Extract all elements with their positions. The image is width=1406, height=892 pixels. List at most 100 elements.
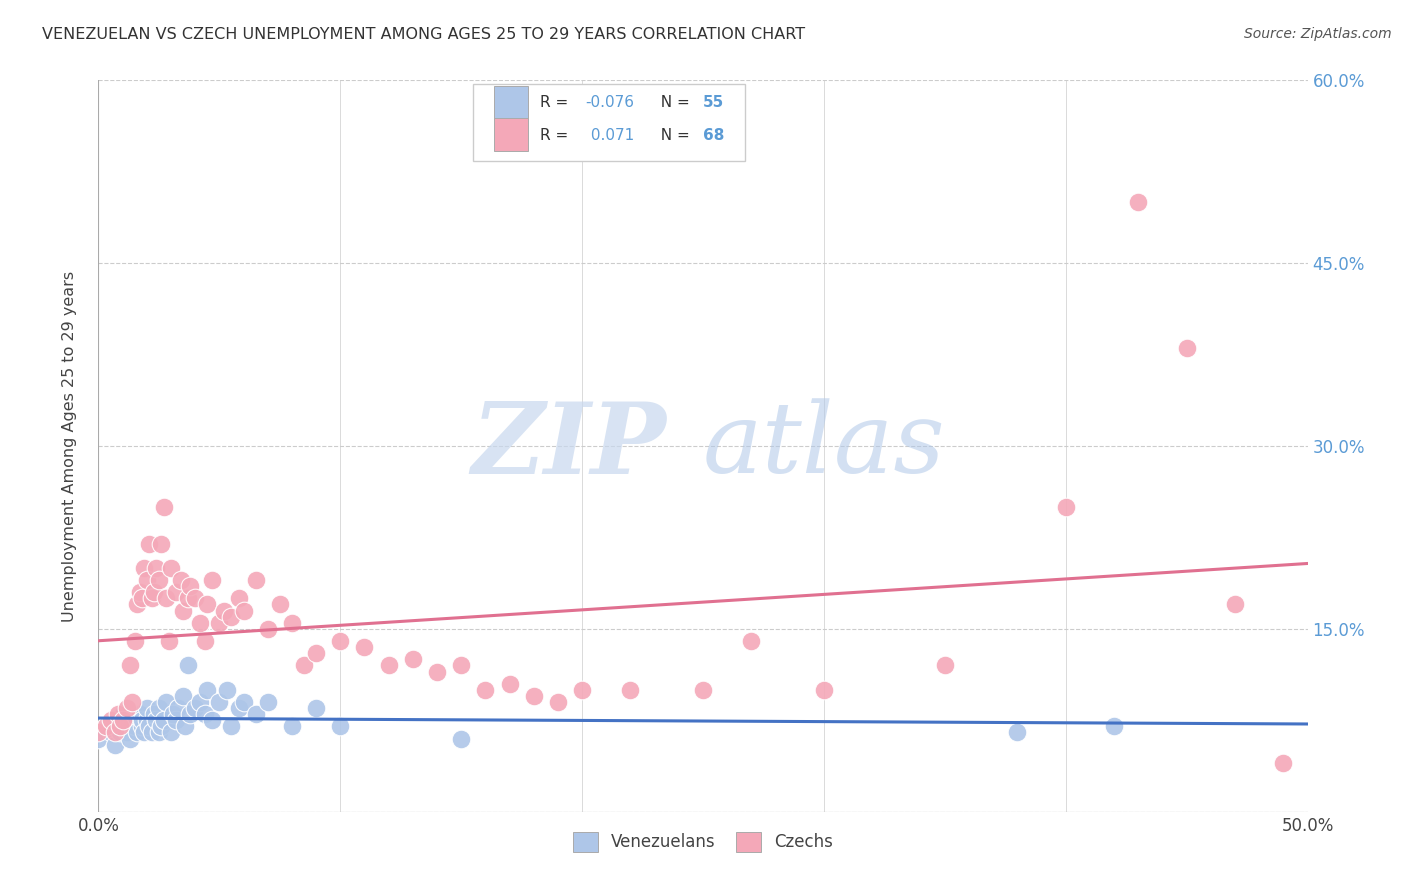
FancyBboxPatch shape	[494, 119, 527, 152]
Point	[498, 676, 520, 690]
Point	[117, 701, 139, 715]
Point	[692, 682, 714, 697]
Point	[128, 707, 150, 722]
Point	[179, 579, 201, 593]
Point	[128, 585, 150, 599]
Point	[450, 658, 472, 673]
Point	[145, 714, 167, 728]
Point	[1054, 500, 1077, 514]
Point	[135, 714, 157, 728]
Point	[118, 731, 141, 746]
Point	[1272, 756, 1295, 770]
Point	[160, 561, 183, 575]
Point	[124, 634, 146, 648]
Point	[232, 603, 254, 617]
Point	[165, 714, 187, 728]
Point	[523, 689, 546, 703]
Point	[148, 725, 170, 739]
Point	[184, 701, 207, 715]
Point	[138, 719, 160, 733]
Point	[143, 707, 166, 722]
Point	[215, 682, 238, 697]
Point	[155, 695, 177, 709]
Point	[208, 695, 231, 709]
Point	[195, 598, 218, 612]
Text: -0.076: -0.076	[586, 95, 634, 111]
Point	[547, 695, 569, 709]
Point	[150, 719, 173, 733]
Point	[150, 536, 173, 550]
Point	[134, 561, 156, 575]
Point	[329, 719, 352, 733]
Point	[107, 719, 129, 733]
Point	[426, 665, 449, 679]
Text: ZIP: ZIP	[472, 398, 666, 494]
Point	[131, 591, 153, 606]
Point	[329, 634, 352, 648]
Point	[177, 591, 200, 606]
Point	[104, 738, 127, 752]
Point	[111, 714, 134, 728]
Point	[131, 714, 153, 728]
Point	[245, 573, 267, 587]
Point	[124, 714, 146, 728]
Point	[402, 652, 425, 666]
Y-axis label: Unemployment Among Ages 25 to 29 years: Unemployment Among Ages 25 to 29 years	[62, 270, 77, 622]
Point	[127, 725, 149, 739]
Point	[1102, 719, 1125, 733]
Point	[108, 719, 131, 733]
Point	[87, 725, 110, 739]
Point	[1223, 598, 1246, 612]
Point	[188, 695, 211, 709]
Point	[145, 561, 167, 575]
Point	[195, 682, 218, 697]
Point	[232, 695, 254, 709]
Point	[934, 658, 956, 673]
Point	[184, 591, 207, 606]
Text: 0.071: 0.071	[586, 128, 634, 143]
Point	[135, 701, 157, 715]
Point	[135, 573, 157, 587]
Point	[127, 598, 149, 612]
Point	[256, 622, 278, 636]
Text: atlas: atlas	[703, 399, 946, 493]
Point	[138, 536, 160, 550]
Text: N =: N =	[651, 95, 695, 111]
Point	[172, 689, 194, 703]
Point	[148, 701, 170, 715]
Point	[212, 603, 235, 617]
Point	[134, 725, 156, 739]
Point	[121, 714, 143, 728]
Point	[160, 725, 183, 739]
Point	[141, 725, 163, 739]
Point	[169, 573, 191, 587]
Point	[111, 719, 134, 733]
Point	[172, 603, 194, 617]
Point	[87, 731, 110, 746]
Text: R =: R =	[540, 128, 578, 143]
Point	[111, 707, 134, 722]
Point	[174, 719, 197, 733]
Point	[208, 615, 231, 630]
Point	[155, 591, 177, 606]
Point	[141, 591, 163, 606]
FancyBboxPatch shape	[494, 87, 527, 119]
FancyBboxPatch shape	[474, 84, 745, 161]
Point	[111, 714, 134, 728]
Text: N =: N =	[651, 128, 695, 143]
Point	[813, 682, 835, 697]
Point	[143, 585, 166, 599]
Point	[353, 640, 375, 655]
Point	[104, 725, 127, 739]
Point	[117, 725, 139, 739]
Point	[94, 719, 117, 733]
Point	[152, 500, 174, 514]
Point	[118, 658, 141, 673]
Point	[162, 707, 184, 722]
Text: 55: 55	[703, 95, 724, 111]
Point	[1128, 195, 1150, 210]
Point	[131, 719, 153, 733]
Point	[619, 682, 641, 697]
Point	[474, 682, 496, 697]
Point	[108, 725, 131, 739]
